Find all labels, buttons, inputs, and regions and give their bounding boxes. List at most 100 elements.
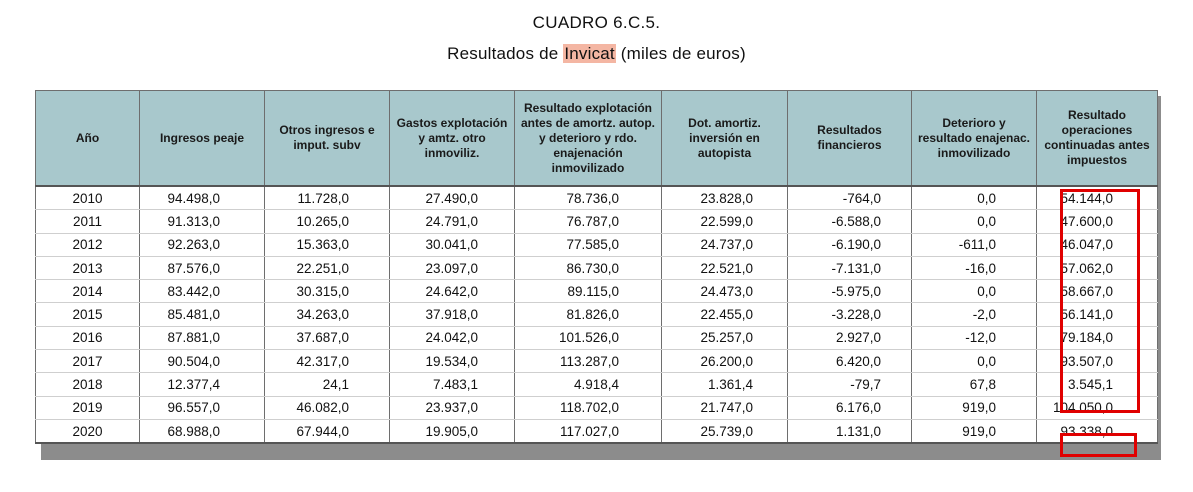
cell-operating-result: 113.287,0 bbox=[514, 349, 662, 374]
cell-toll-revenue: 96.557,0 bbox=[139, 396, 265, 420]
cell-financial-results: -3.228,0 bbox=[787, 302, 912, 327]
cell-operating-expenses: 24.642,0 bbox=[389, 279, 515, 304]
table-header-row: Año Ingresos peaje Otros ingresos e impu… bbox=[35, 90, 1158, 187]
cell-impairment: -12,0 bbox=[911, 326, 1037, 351]
cell-operating-expenses: 37.918,0 bbox=[389, 302, 515, 327]
cell-amortization: 26.200,0 bbox=[661, 349, 788, 374]
cell-other-income: 34.263,0 bbox=[264, 302, 390, 327]
cell-financial-results: 6.420,0 bbox=[787, 349, 912, 374]
cell-operating-expenses: 7.483,1 bbox=[389, 372, 515, 397]
cell-pretax-result: 104.050,0 bbox=[1036, 396, 1158, 420]
cell-pretax-result: 57.062,0 bbox=[1036, 256, 1158, 281]
cell-amortization: 25.739,0 bbox=[661, 419, 788, 445]
cell-operating-expenses: 30.041,0 bbox=[389, 233, 515, 257]
table-subtitle: Resultados de Invicat (miles de euros) bbox=[0, 44, 1193, 64]
cell-other-income: 22.251,0 bbox=[264, 256, 390, 281]
cell-year: 2019 bbox=[35, 396, 140, 420]
cell-other-income: 30.315,0 bbox=[264, 279, 390, 304]
cell-impairment: -611,0 bbox=[911, 233, 1037, 257]
cell-amortization: 24.473,0 bbox=[661, 279, 788, 304]
cell-amortization: 22.521,0 bbox=[661, 256, 788, 281]
cell-operating-result: 77.585,0 bbox=[514, 233, 662, 257]
cell-operating-expenses: 27.490,0 bbox=[389, 186, 515, 211]
cell-amortization: 21.747,0 bbox=[661, 396, 788, 420]
cell-other-income: 46.082,0 bbox=[264, 396, 390, 420]
cell-operating-result: 4.918,4 bbox=[514, 372, 662, 397]
cell-year: 2011 bbox=[35, 209, 140, 234]
cell-other-income: 37.687,0 bbox=[264, 326, 390, 351]
cell-financial-results: -5.975,0 bbox=[787, 279, 912, 304]
cell-impairment: -16,0 bbox=[911, 256, 1037, 281]
table-row: 2015 85.481,0 34.263,0 37.918,0 81.826,0 22.4… bbox=[35, 302, 1158, 327]
cell-operating-result: 117.027,0 bbox=[514, 419, 662, 445]
cell-operating-expenses: 24.791,0 bbox=[389, 209, 515, 234]
cell-amortization: 25.257,0 bbox=[661, 326, 788, 351]
table-row: 2020 68.988,0 67.944,0 19.905,0 117.027,0 25.… bbox=[35, 419, 1158, 445]
cell-operating-result: 89.115,0 bbox=[514, 279, 662, 304]
header-toll-revenue: Ingresos peaje bbox=[139, 90, 265, 187]
cell-toll-revenue: 12.377,4 bbox=[139, 372, 265, 397]
table-row: 2010 94.498,0 11.728,0 27.490,0 78.736,0 23.8… bbox=[35, 186, 1158, 211]
cell-operating-expenses: 19.534,0 bbox=[389, 349, 515, 374]
cell-toll-revenue: 83.442,0 bbox=[139, 279, 265, 304]
table-row: 2017 90.504,0 42.317,0 19.534,0 113.287,0 26.… bbox=[35, 349, 1158, 374]
cell-operating-expenses: 24.042,0 bbox=[389, 326, 515, 351]
cell-toll-revenue: 87.881,0 bbox=[139, 326, 265, 351]
cell-pretax-result: 47.600,0 bbox=[1036, 209, 1158, 234]
cell-operating-result: 81.826,0 bbox=[514, 302, 662, 327]
cell-pretax-result: 93.507,0 bbox=[1036, 349, 1158, 374]
cell-operating-result: 118.702,0 bbox=[514, 396, 662, 420]
cell-financial-results: -6.588,0 bbox=[787, 209, 912, 234]
cell-amortization: 23.828,0 bbox=[661, 186, 788, 211]
cell-toll-revenue: 91.313,0 bbox=[139, 209, 265, 234]
cell-toll-revenue: 85.481,0 bbox=[139, 302, 265, 327]
cell-operating-result: 76.787,0 bbox=[514, 209, 662, 234]
cell-pretax-result: 79.184,0 bbox=[1036, 326, 1158, 351]
cell-impairment: 0,0 bbox=[911, 186, 1037, 211]
cell-toll-revenue: 90.504,0 bbox=[139, 349, 265, 374]
cell-toll-revenue: 94.498,0 bbox=[139, 186, 265, 211]
cell-impairment: 919,0 bbox=[911, 396, 1037, 420]
cell-operating-result: 101.526,0 bbox=[514, 326, 662, 351]
cell-amortization: 1.361,4 bbox=[661, 372, 788, 397]
table-row: 2019 96.557,0 46.082,0 23.937,0 118.702,0 21.… bbox=[35, 396, 1158, 420]
cell-other-income: 11.728,0 bbox=[264, 186, 390, 211]
cell-other-income: 10.265,0 bbox=[264, 209, 390, 234]
cell-toll-revenue: 87.576,0 bbox=[139, 256, 265, 281]
cell-pretax-result: 54.144,0 bbox=[1036, 186, 1158, 211]
table-title: CUADRO 6.C.5. bbox=[532, 13, 661, 32]
cell-financial-results: 2.927,0 bbox=[787, 326, 912, 351]
highlighted-company-name: Invicat bbox=[563, 44, 616, 63]
cell-toll-revenue: 68.988,0 bbox=[139, 419, 265, 445]
cell-pretax-result: 58.667,0 bbox=[1036, 279, 1158, 304]
cell-amortization: 24.737,0 bbox=[661, 233, 788, 257]
header-impairment: Deterioro y resultado enajenac. inmovili… bbox=[911, 90, 1037, 187]
cell-pretax-result: 56.141,0 bbox=[1036, 302, 1158, 327]
header-year: Año bbox=[35, 90, 140, 187]
cell-year: 2010 bbox=[35, 186, 140, 211]
cell-financial-results: -79,7 bbox=[787, 372, 912, 397]
cell-year: 2016 bbox=[35, 326, 140, 351]
cell-financial-results: -7.131,0 bbox=[787, 256, 912, 281]
cell-year: 2018 bbox=[35, 372, 140, 397]
table-row: 2014 83.442,0 30.315,0 24.642,0 89.115,0 24.4… bbox=[35, 279, 1158, 304]
cell-year: 2020 bbox=[35, 419, 140, 445]
cell-impairment: 0,0 bbox=[911, 279, 1037, 304]
table-row: 2011 91.313,0 10.265,0 24.791,0 76.787,0 22.5… bbox=[35, 209, 1158, 234]
cell-pretax-result: 46.047,0 bbox=[1036, 233, 1158, 257]
header-amortization: Dot. amortiz. inversión en autopista bbox=[661, 90, 788, 187]
subtitle-text-after: (miles de euros) bbox=[615, 44, 746, 63]
cell-operating-result: 86.730,0 bbox=[514, 256, 662, 281]
header-pretax-result: Resultado operaciones continuadas antes … bbox=[1036, 90, 1158, 187]
cell-pretax-result: 93.338,0 bbox=[1036, 419, 1158, 445]
table-row: 2012 92.263,0 15.363,0 30.041,0 77.585,0 24.7… bbox=[35, 233, 1158, 257]
cell-other-income: 24,1 bbox=[264, 372, 390, 397]
header-other-income: Otros ingresos e imput. subv bbox=[264, 90, 390, 187]
cell-other-income: 67.944,0 bbox=[264, 419, 390, 445]
cell-other-income: 15.363,0 bbox=[264, 233, 390, 257]
header-operating-expenses: Gastos explotación y amtz. otro inmovili… bbox=[389, 90, 515, 187]
table-row: 2016 87.881,0 37.687,0 24.042,0 101.526,0 25.… bbox=[35, 326, 1158, 351]
subtitle-text-before: Resultados de bbox=[447, 44, 564, 63]
cell-year: 2014 bbox=[35, 279, 140, 304]
cell-operating-expenses: 23.937,0 bbox=[389, 396, 515, 420]
